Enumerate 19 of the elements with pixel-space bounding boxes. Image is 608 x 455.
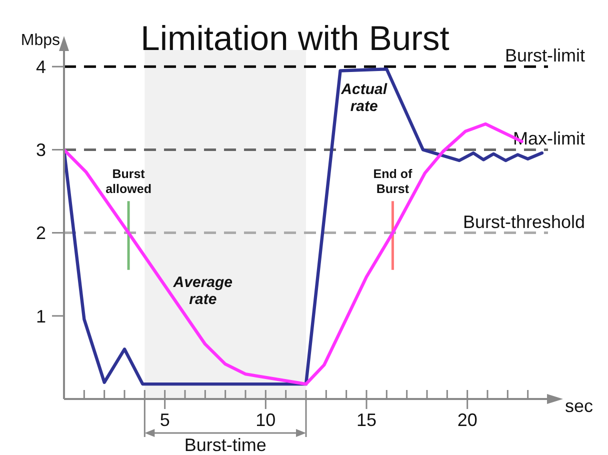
y-axis-title: Mbps: [20, 32, 60, 49]
y-tick-label: 1: [36, 306, 46, 326]
ref-line-label: Max-limit: [513, 128, 585, 149]
chart-title: Limitation with Burst: [140, 20, 450, 58]
ref-line-label: Burst allowed: [106, 166, 152, 196]
x-tick-label: 10: [256, 410, 276, 430]
y-tick-label: 3: [36, 140, 46, 160]
ref-line-label: End of Burst: [373, 166, 413, 196]
ref-line-label: Burst-threshold: [462, 212, 585, 232]
series-label: Average rate: [172, 274, 233, 308]
x-tick-label: 5: [160, 410, 170, 430]
x-tick-label: 15: [356, 410, 377, 430]
band-label: Burst-time: [184, 435, 266, 455]
series-label: Actual rate: [340, 80, 388, 115]
y-tick-label: 2: [36, 223, 46, 244]
y-tick-label: 4: [36, 57, 46, 78]
x-axis-title: sec: [565, 396, 594, 416]
ref-line-label: Burst-limit: [505, 46, 585, 66]
x-tick-label: 20: [457, 410, 478, 430]
